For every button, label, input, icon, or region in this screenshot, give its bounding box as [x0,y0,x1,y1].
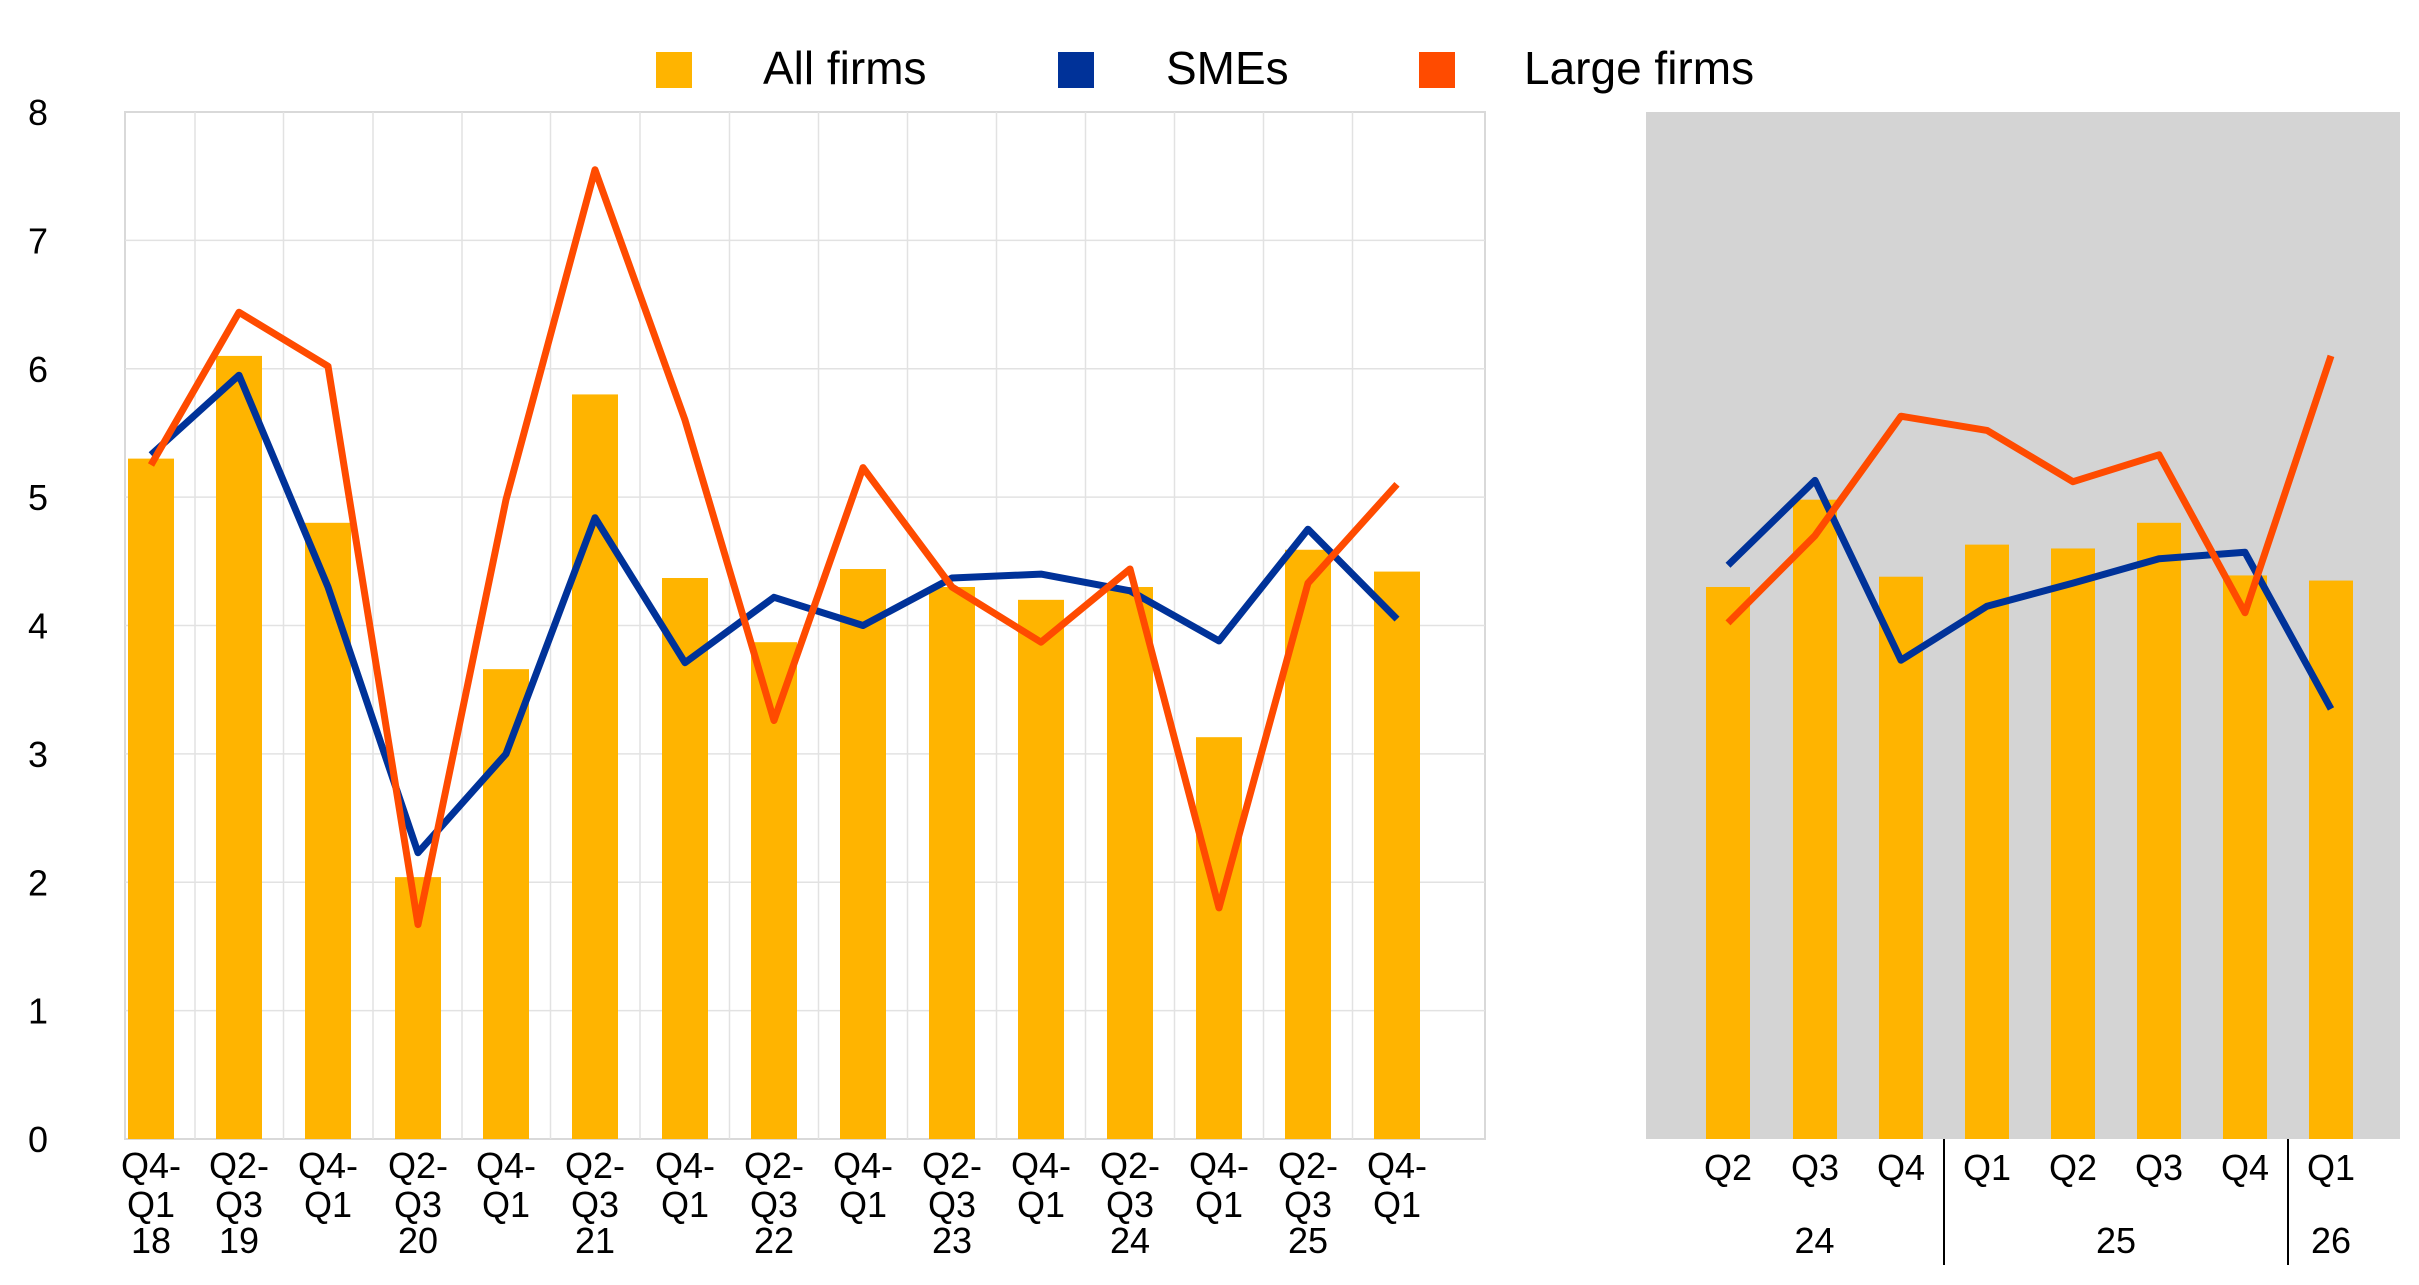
x-year-label: 19 [219,1220,259,1261]
x-tick-label: Q2 [1704,1147,1752,1188]
x-tick-label-top: Q2- [1278,1145,1338,1186]
x-year-label: 25 [1288,1220,1328,1261]
y-tick-label: 8 [28,92,48,133]
bar-all-firms [840,569,886,1139]
x-tick-label-top: Q2- [388,1145,448,1186]
x-tick-label-top: Q4- [121,1145,181,1186]
x-tick-label-bottom: Q1 [839,1184,887,1225]
x-tick-label: Q4 [1877,1147,1925,1188]
bar-all-firms [1706,586,1750,1139]
bar-all-firms [483,669,529,1139]
x-tick-label-top: Q2- [209,1145,269,1186]
x-tick-label: Q2 [2049,1147,2097,1188]
bar-all-firms [305,522,351,1139]
right-chart-panel: Q2 Q3 Q4 Q1 Q2 Q3 Q4 Q1 24 25 26 [1646,112,2400,1265]
x-tick-label-top: Q4- [1189,1145,1249,1186]
bar-all-firms [662,578,708,1139]
bar-all-firms [216,355,262,1140]
bar-all-firms [2309,580,2353,1139]
bar-all-firms [1374,571,1420,1139]
y-tick-label: 2 [28,862,48,903]
x-tick-label: Q3 [1791,1147,1839,1188]
line-smes [148,371,1400,857]
x-tick-label: Q1 [1963,1147,2011,1188]
legend-swatch-all-firms [656,52,692,88]
x-tick-label-bottom: Q3 [1106,1184,1154,1225]
bar-all-firms [2051,548,2095,1139]
x-tick-label-top: Q4- [476,1145,536,1186]
y-tick-label: 7 [28,220,48,261]
x-tick-label-bottom: Q1 [1195,1184,1243,1225]
bar-all-firms [929,586,975,1139]
x-tick-label-bottom: Q3 [571,1184,619,1225]
x-year-label: 25 [2096,1220,2136,1261]
x-tick-label-top: Q4- [833,1145,893,1186]
legend-swatch-large-firms [1419,52,1455,88]
y-tick-label: 0 [28,1119,48,1160]
right-plot-area [1646,112,2400,1139]
x-year-label: 24 [1794,1220,1834,1261]
bar-all-firms [1793,499,1837,1139]
line-large-firms [147,166,1400,929]
x-tick-label-bottom: Q1 [482,1184,530,1225]
x-tick-label-top: Q2- [565,1145,625,1186]
x-year-label: 21 [575,1220,615,1261]
bar-all-firms [572,394,618,1139]
x-tick-label-top: Q4- [655,1145,715,1186]
legend-swatch-smes [1058,52,1094,88]
x-tick-label-bottom: Q3 [750,1184,798,1225]
x-tick-label-bottom: Q1 [304,1184,352,1225]
x-tick-label-bottom: Q1 [661,1184,709,1225]
legend-label-smes: SMEs [1166,42,1289,94]
bar-all-firms [1018,599,1064,1139]
x-tick-label-top: Q4- [298,1145,358,1186]
left-chart-panel: 012345678Q4-Q118Q2-Q319Q4-Q1Q2-Q320Q4-Q1… [28,92,1486,1261]
bar-all-firms [2223,575,2267,1139]
bar-all-firms [1196,737,1242,1139]
x-tick-label-bottom: Q3 [1284,1184,1332,1225]
x-year-label: 20 [398,1220,438,1261]
x-year-label: 23 [932,1220,972,1261]
legend-label-large-firms: Large firms [1524,42,1754,94]
x-tick-label: Q3 [2135,1147,2183,1188]
x-year-label: 22 [754,1220,794,1261]
y-tick-label: 6 [28,349,48,390]
x-tick-label-top: Q4- [1011,1145,1071,1186]
y-tick-label: 1 [28,991,48,1032]
bar-all-firms [1879,576,1923,1139]
bar-all-firms [128,458,174,1139]
x-tick-label-bottom: Q1 [1017,1184,1065,1225]
x-tick-label-bottom: Q1 [1373,1184,1421,1225]
x-tick-label-top: Q2- [744,1145,804,1186]
y-tick-label: 4 [28,606,48,647]
line-large-firms [1725,354,2335,626]
x-tick-label-top: Q4- [1367,1145,1427,1186]
x-tick-label-top: Q2- [922,1145,982,1186]
y-tick-label: 3 [28,734,48,775]
bar-all-firms [1965,544,2009,1139]
x-tick-label: Q4 [2221,1147,2269,1188]
bar-all-firms [2137,522,2181,1139]
legend-label-all-firms: All firms [763,42,927,94]
legend: All firms SMEs Large firms [656,42,1754,94]
bar-all-firms [751,642,797,1139]
x-year-label: 18 [131,1220,171,1261]
x-tick-label-bottom: Q3 [928,1184,976,1225]
y-tick-label: 5 [28,477,48,518]
x-tick-label-bottom: Q3 [394,1184,442,1225]
x-tick-label-bottom: Q3 [215,1184,263,1225]
bar-all-firms [1107,586,1153,1139]
x-tick-label-top: Q2- [1100,1145,1160,1186]
x-tick-label: Q1 [2307,1147,2355,1188]
x-year-label: 26 [2311,1220,2351,1261]
x-tick-label-bottom: Q1 [127,1184,175,1225]
x-year-label: 24 [1110,1220,1150,1261]
